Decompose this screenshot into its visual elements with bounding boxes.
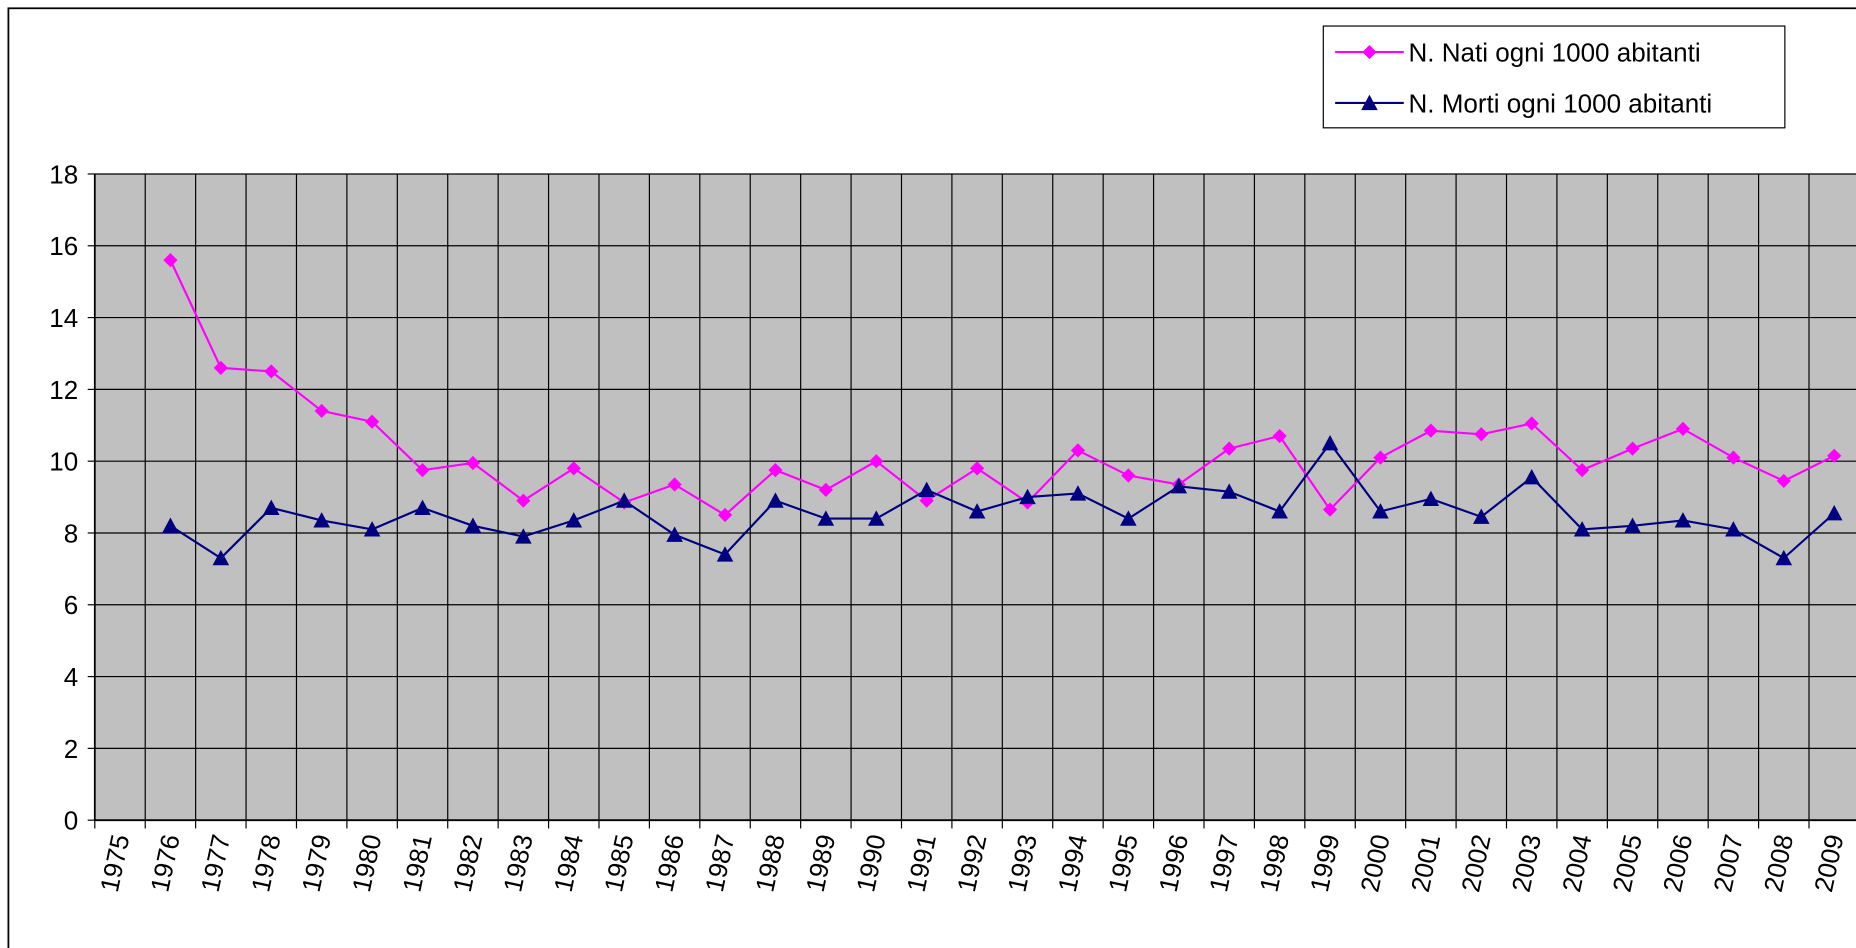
y-tick-label: 14 xyxy=(49,303,78,333)
data-point xyxy=(212,549,230,566)
data-point xyxy=(817,510,835,526)
legend-label: N. Morti ogni 1000 abitanti xyxy=(1409,88,1713,118)
data-point xyxy=(1121,468,1136,483)
y-tick-label: 6 xyxy=(64,590,78,620)
data-point xyxy=(314,403,329,419)
series-line xyxy=(169,259,1835,517)
data-point xyxy=(1321,434,1339,451)
data-point xyxy=(970,461,985,476)
data-point xyxy=(1170,478,1188,494)
data-point xyxy=(918,481,935,497)
data-point xyxy=(1361,94,1378,111)
data-point xyxy=(1220,483,1238,499)
data-point xyxy=(1222,441,1237,456)
y-tick-label: 16 xyxy=(49,231,78,261)
legend-box xyxy=(1322,25,1786,129)
y-tick-label: 12 xyxy=(49,375,78,405)
data-point xyxy=(162,517,179,533)
data-point xyxy=(1272,428,1287,444)
y-tick-label: 0 xyxy=(64,806,78,836)
data-point xyxy=(1120,510,1137,526)
data-point xyxy=(264,364,279,379)
data-point xyxy=(1069,485,1087,501)
data-point xyxy=(667,477,682,492)
data-point xyxy=(1573,521,1591,537)
data-point xyxy=(414,499,431,515)
data-point xyxy=(1019,488,1036,505)
data-point xyxy=(1775,549,1793,566)
data-point xyxy=(1473,508,1490,524)
legend: N. Nati ogni 1000 abitanti N. Morti ogni … xyxy=(1322,25,1786,129)
data-point xyxy=(1271,503,1288,519)
data-point xyxy=(1362,44,1377,60)
data-point xyxy=(465,455,481,471)
data-point xyxy=(968,503,986,519)
data-point xyxy=(919,493,934,508)
y-tick-label: 18 xyxy=(49,159,78,189)
data-point xyxy=(1523,469,1540,485)
data-point xyxy=(1625,441,1640,456)
y-tick-label: 10 xyxy=(49,447,78,477)
data-point xyxy=(565,512,583,528)
data-point xyxy=(1674,512,1692,528)
y-tick-label: 4 xyxy=(64,662,78,692)
series xyxy=(162,434,1843,566)
data-point xyxy=(1725,521,1742,537)
y-tick-label: 2 xyxy=(64,734,78,764)
data-point xyxy=(1575,463,1590,478)
data-point xyxy=(615,492,633,508)
data-point xyxy=(313,512,330,528)
data-point xyxy=(716,546,734,562)
data-point xyxy=(364,414,380,429)
data-point xyxy=(1372,503,1389,519)
data-point xyxy=(262,499,280,515)
data-point xyxy=(1524,416,1539,431)
data-point xyxy=(1624,517,1641,533)
data-point xyxy=(1422,490,1440,506)
y-tick-label: 8 xyxy=(64,518,78,548)
data-point xyxy=(163,253,178,268)
data-point xyxy=(415,463,430,478)
series-line xyxy=(169,441,1835,560)
plot-area xyxy=(94,173,1856,821)
data-point xyxy=(767,492,784,508)
data-point xyxy=(818,482,833,497)
data-point xyxy=(1675,421,1691,436)
data-point xyxy=(1776,473,1791,489)
data-point xyxy=(566,461,581,476)
data-point xyxy=(464,517,482,533)
data-point xyxy=(1825,504,1843,521)
data-point xyxy=(666,526,683,542)
data-point xyxy=(869,454,884,469)
data-point xyxy=(363,521,381,537)
data-point xyxy=(1726,450,1741,465)
data-point xyxy=(515,528,532,544)
data-point xyxy=(867,510,885,526)
data-point xyxy=(213,360,228,375)
legend-label: N. Nati ogni 1000 abitanti xyxy=(1409,38,1701,68)
data-point xyxy=(1423,423,1438,438)
